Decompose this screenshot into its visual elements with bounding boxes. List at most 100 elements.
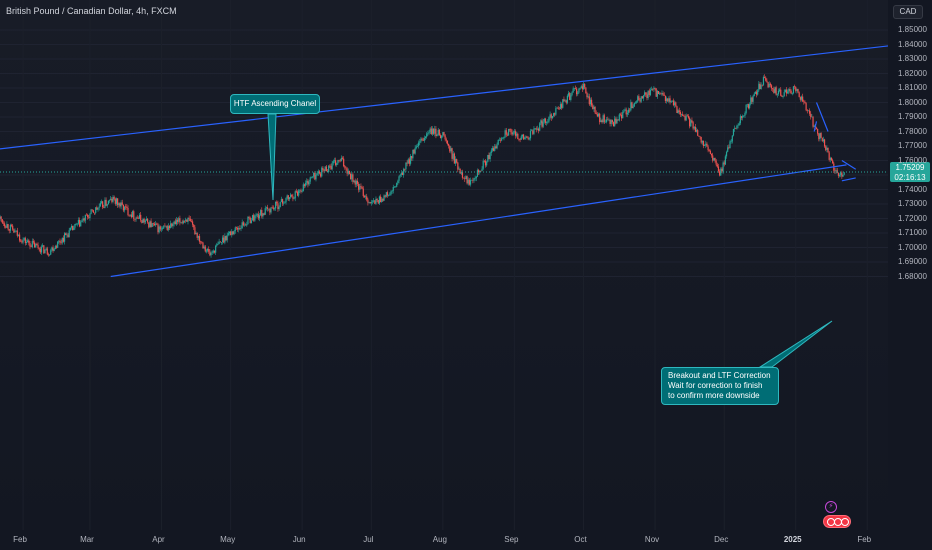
candle-body (284, 202, 286, 203)
candle-body (679, 112, 682, 115)
chart-pane[interactable]: British Pound / Canadian Dollar, 4h, FXC… (0, 0, 888, 530)
candle-body (732, 129, 735, 136)
candle-body (760, 84, 762, 90)
candle-body (91, 209, 93, 211)
candle-body (469, 180, 472, 185)
trendline[interactable] (813, 121, 818, 132)
candle-body (789, 89, 791, 91)
breakout-callout[interactable]: Breakout and LTF Correction Wait for cor… (661, 367, 779, 405)
candle-body (665, 98, 668, 102)
candle-body (394, 186, 397, 188)
candle-body (843, 172, 845, 175)
candle-body (215, 245, 217, 253)
candle-body (121, 202, 123, 205)
candle-body (557, 107, 559, 109)
candle-body (281, 199, 284, 204)
price-axis[interactable] (888, 0, 932, 530)
candle-body (708, 150, 710, 151)
candle-body (528, 138, 530, 140)
price-axis-label: 1.68000 (898, 271, 927, 281)
candle-body (830, 157, 833, 161)
candle-body (351, 174, 353, 180)
candle-body (577, 92, 579, 95)
candle-body (250, 220, 253, 224)
candle-body (366, 196, 368, 200)
candle-body (52, 247, 54, 252)
candle-body (30, 246, 32, 248)
candle-body (601, 120, 603, 123)
candle-body (477, 170, 480, 173)
candle-body (62, 237, 65, 242)
candle-body (163, 225, 165, 229)
candle-body (520, 136, 522, 140)
candle-body (650, 89, 653, 90)
candle-body (166, 225, 168, 230)
candle-body (55, 246, 58, 248)
candle-body (692, 122, 694, 129)
time-axis-label: Dec (714, 535, 729, 544)
candle-body (540, 120, 542, 124)
candle-body (390, 191, 392, 195)
candle-body (569, 93, 571, 100)
candle-body (838, 175, 841, 176)
candle-body (254, 216, 256, 221)
trendline[interactable] (110, 164, 847, 278)
trendline[interactable] (841, 177, 856, 182)
candle-body (310, 176, 312, 178)
candle-body (750, 97, 752, 105)
candle-body (488, 154, 490, 160)
candle-body (266, 207, 269, 209)
candle-body (173, 221, 175, 224)
economic-events-icon[interactable] (823, 515, 851, 528)
candle-body (256, 214, 258, 216)
candle-body (738, 123, 740, 126)
candle-body (212, 250, 214, 253)
candle-body (659, 93, 661, 95)
candle-body (514, 131, 517, 136)
trendline-drawings[interactable] (0, 45, 888, 278)
candle-body (799, 97, 801, 100)
candle-body (471, 179, 473, 181)
candle-body (828, 152, 830, 160)
symbol-title[interactable]: British Pound / Canadian Dollar, 4h, FXC… (6, 6, 177, 16)
candle-body (242, 222, 244, 226)
channel-callout[interactable]: HTF Ascending Chanel (230, 94, 320, 114)
candle-body (68, 230, 70, 238)
candle-body (105, 199, 107, 206)
trendline[interactable] (815, 102, 829, 132)
candle-body (603, 115, 605, 123)
candle-body (829, 157, 831, 160)
candle-body (291, 194, 293, 197)
candle-body (709, 150, 711, 154)
candle-body (123, 206, 126, 211)
candle-body (132, 211, 134, 218)
candle-body (230, 231, 232, 236)
price-axis-label: 1.82000 (898, 68, 927, 78)
time-axis[interactable] (0, 530, 888, 550)
candle-body (315, 175, 317, 180)
candle-body (183, 220, 186, 222)
candle-body (58, 240, 60, 242)
price-chart[interactable] (0, 0, 888, 530)
candle-body (505, 130, 507, 135)
candlestick-series[interactable] (0, 74, 845, 258)
candle-body (356, 180, 359, 184)
candle-body (550, 114, 552, 119)
trendline[interactable] (841, 159, 857, 170)
candle-body (492, 148, 495, 151)
trendline[interactable] (0, 45, 888, 150)
candle-body (290, 194, 292, 198)
candle-body (680, 114, 683, 115)
currency-button[interactable]: CAD (893, 5, 923, 19)
candle-body (171, 223, 173, 227)
candle-body (385, 192, 387, 197)
candle-body (670, 101, 672, 103)
candle-body (235, 227, 238, 229)
candle-body (37, 245, 39, 249)
candle-body (200, 241, 202, 243)
candle-body (694, 126, 697, 132)
candle-body (75, 223, 77, 225)
candle-body (484, 160, 487, 166)
lightning-icon[interactable]: ⚡ (825, 501, 837, 513)
candle-body (87, 214, 89, 218)
